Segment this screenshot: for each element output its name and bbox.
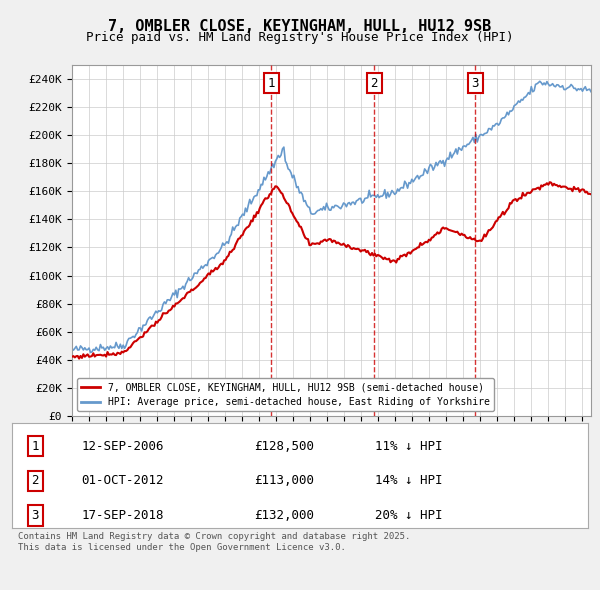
Legend: 7, OMBLER CLOSE, KEYINGHAM, HULL, HU12 9SB (semi-detached house), HPI: Average p: 7, OMBLER CLOSE, KEYINGHAM, HULL, HU12 9…	[77, 378, 494, 411]
Text: 01-OCT-2012: 01-OCT-2012	[81, 474, 164, 487]
Text: 7, OMBLER CLOSE, KEYINGHAM, HULL, HU12 9SB: 7, OMBLER CLOSE, KEYINGHAM, HULL, HU12 9…	[109, 19, 491, 34]
Text: Price paid vs. HM Land Registry's House Price Index (HPI): Price paid vs. HM Land Registry's House …	[86, 31, 514, 44]
Text: £113,000: £113,000	[254, 474, 314, 487]
Text: 3: 3	[472, 77, 479, 90]
Text: £132,000: £132,000	[254, 509, 314, 522]
Text: 2: 2	[370, 77, 378, 90]
Text: 17-SEP-2018: 17-SEP-2018	[81, 509, 164, 522]
Text: 1: 1	[268, 77, 275, 90]
Text: 3: 3	[31, 509, 39, 522]
Text: 14% ↓ HPI: 14% ↓ HPI	[375, 474, 442, 487]
Text: Contains HM Land Registry data © Crown copyright and database right 2025.
This d: Contains HM Land Registry data © Crown c…	[18, 532, 410, 552]
Text: 11% ↓ HPI: 11% ↓ HPI	[375, 440, 442, 453]
Text: 2: 2	[31, 474, 39, 487]
Text: 20% ↓ HPI: 20% ↓ HPI	[375, 509, 442, 522]
Text: 1: 1	[31, 440, 39, 453]
Text: 12-SEP-2006: 12-SEP-2006	[81, 440, 164, 453]
Text: £128,500: £128,500	[254, 440, 314, 453]
